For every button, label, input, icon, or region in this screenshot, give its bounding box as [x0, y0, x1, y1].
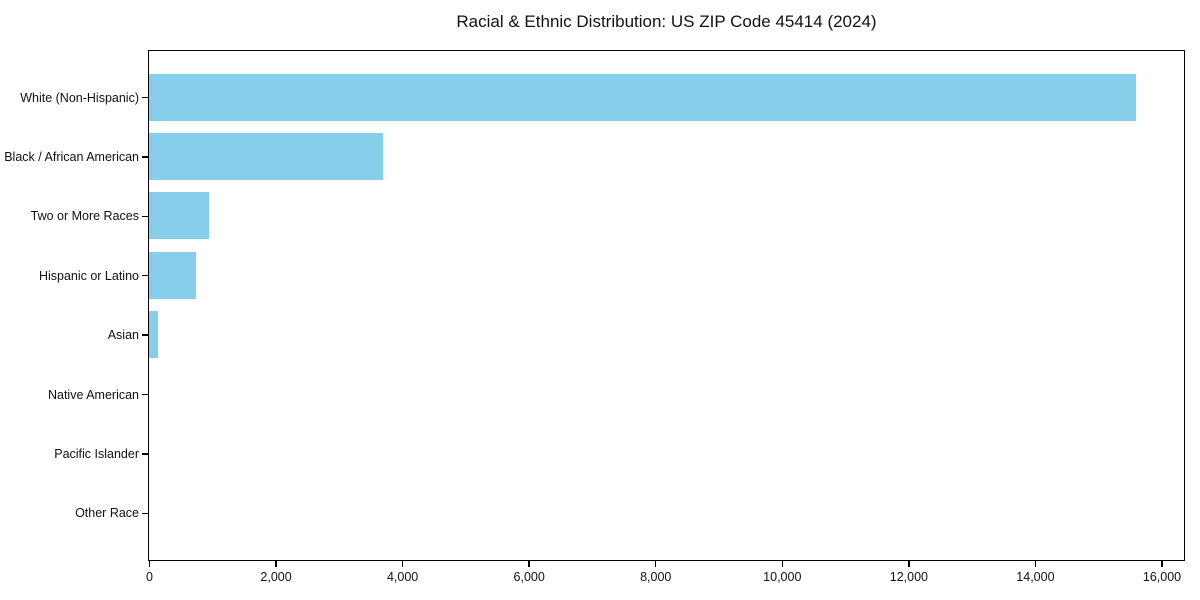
y-tick-mark — [142, 215, 148, 218]
x-tick-mark — [908, 561, 910, 567]
y-tick-label: Other Race — [75, 506, 139, 521]
y-tick-label: Black / African American — [4, 149, 139, 164]
y-tick-label: Native American — [47, 387, 139, 402]
x-tick-label: 8,000 — [640, 569, 672, 584]
x-tick-label: 16,000 — [1142, 569, 1182, 584]
y-tick-mark — [142, 512, 148, 515]
x-tick-label: 0 — [146, 569, 153, 584]
plot-area — [148, 50, 1185, 561]
bar-asian — [149, 311, 159, 359]
y-tick-label: Hispanic or Latino — [38, 268, 139, 283]
y-tick-mark — [142, 274, 148, 277]
x-tick-label: 6,000 — [513, 569, 545, 584]
y-tick-mark — [142, 156, 148, 158]
x-tick-mark — [1161, 561, 1163, 567]
x-tick-mark — [528, 561, 530, 567]
x-tick-mark — [275, 561, 277, 567]
bar-two-or-more-races — [149, 192, 210, 240]
chart-title: Racial & Ethnic Distribution: US ZIP Cod… — [456, 12, 877, 31]
y-tick-mark — [142, 96, 148, 99]
bar-hispanic-or-latino — [149, 251, 197, 299]
x-tick-label: 2,000 — [260, 569, 292, 584]
y-tick-label: White (Non-Hispanic) — [20, 90, 139, 105]
x-tick-label: 12,000 — [889, 569, 928, 584]
bar-white-non-hispanic — [149, 73, 1137, 121]
x-tick-label: 10,000 — [763, 569, 802, 584]
y-tick-mark — [142, 393, 148, 396]
y-tick-mark — [142, 334, 148, 336]
x-tick-mark — [654, 561, 657, 567]
x-tick-mark — [1034, 561, 1037, 567]
x-tick-label: 4,000 — [386, 569, 419, 584]
x-tick-mark — [781, 561, 784, 567]
y-tick-label: Asian — [107, 328, 139, 343]
bar-black-african-american — [149, 132, 384, 180]
y-tick-label: Pacific Islander — [54, 446, 139, 461]
x-tick-mark — [148, 561, 151, 567]
x-tick-label: 14,000 — [1016, 569, 1055, 584]
x-tick-mark — [401, 561, 404, 567]
y-tick-mark — [142, 453, 148, 455]
y-tick-label: Two or More Races — [30, 209, 139, 224]
